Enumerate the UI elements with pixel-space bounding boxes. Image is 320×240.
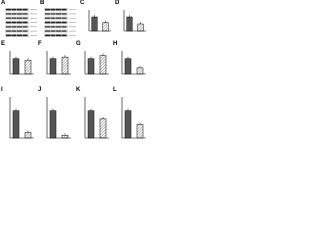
panel-label: F bbox=[38, 41, 42, 47]
blot-band bbox=[11, 26, 17, 28]
panel-label: B bbox=[40, 0, 45, 6]
bar bbox=[99, 118, 107, 139]
blot-band bbox=[17, 34, 22, 37]
blot-band bbox=[61, 30, 67, 32]
blot-band bbox=[56, 17, 61, 19]
bar bbox=[124, 58, 132, 75]
blot-band bbox=[22, 30, 28, 32]
panel-label: D bbox=[115, 0, 120, 6]
panel-label: K bbox=[76, 87, 81, 93]
blot-band bbox=[17, 30, 22, 32]
blot-band bbox=[6, 34, 11, 37]
panel-label: I bbox=[1, 87, 3, 93]
blot-band bbox=[61, 17, 67, 19]
bar bbox=[49, 110, 57, 139]
blot-band bbox=[45, 26, 50, 28]
blot-band bbox=[56, 8, 61, 11]
blot-band bbox=[6, 17, 11, 19]
bar bbox=[12, 58, 20, 75]
blot-band bbox=[22, 21, 28, 24]
blot-band bbox=[22, 34, 28, 37]
blot-band bbox=[61, 26, 67, 28]
blot-band bbox=[22, 13, 28, 15]
blot-band bbox=[6, 26, 11, 28]
bar bbox=[91, 16, 98, 32]
blot-band bbox=[22, 8, 28, 11]
bar bbox=[12, 110, 20, 139]
blot-band bbox=[56, 30, 61, 32]
blot-band bbox=[50, 8, 56, 11]
blot-band bbox=[45, 8, 50, 11]
figure: A B C D E F G H I J K L bbox=[1, 0, 146, 139]
panel-label: J bbox=[38, 87, 41, 93]
blot-band bbox=[50, 30, 56, 32]
blot-band bbox=[11, 30, 17, 32]
panel-label: H bbox=[113, 41, 117, 47]
panel-label: L bbox=[113, 87, 117, 93]
blot-band bbox=[50, 13, 56, 15]
panel-label: C bbox=[80, 0, 85, 6]
blot-band bbox=[61, 8, 67, 11]
blot-band bbox=[50, 26, 56, 28]
blot-band bbox=[22, 17, 28, 19]
bar bbox=[24, 132, 32, 139]
blot-band bbox=[50, 34, 56, 37]
blot-band bbox=[6, 8, 11, 11]
bar bbox=[61, 56, 69, 75]
panel-label: G bbox=[76, 41, 81, 47]
blot-band bbox=[11, 21, 17, 24]
panel-label: E bbox=[1, 41, 5, 47]
bar bbox=[124, 110, 132, 139]
blot-band bbox=[61, 13, 67, 15]
blot-band bbox=[17, 13, 22, 15]
bar bbox=[102, 22, 109, 32]
bar bbox=[87, 58, 95, 75]
bar bbox=[49, 58, 57, 75]
blot-band bbox=[11, 17, 17, 19]
blot-band bbox=[6, 30, 11, 32]
blot-band bbox=[17, 8, 22, 11]
bar bbox=[61, 135, 69, 139]
bar bbox=[136, 124, 144, 139]
blot-band bbox=[45, 13, 50, 15]
blot-band bbox=[61, 34, 67, 37]
bar bbox=[87, 110, 95, 139]
blot-band bbox=[22, 26, 28, 28]
blot-band bbox=[61, 21, 67, 24]
blot-band bbox=[45, 21, 50, 24]
bar bbox=[24, 59, 32, 75]
blot-band bbox=[56, 34, 61, 37]
blot-band bbox=[17, 21, 22, 24]
blot-band bbox=[6, 21, 11, 24]
blot-band bbox=[56, 21, 61, 24]
blot-band bbox=[11, 8, 17, 11]
bar bbox=[99, 55, 107, 75]
blot-band bbox=[11, 34, 17, 37]
blot-band bbox=[56, 13, 61, 15]
blot-band bbox=[11, 13, 17, 15]
bar bbox=[137, 23, 144, 32]
blot-band bbox=[17, 26, 22, 28]
blot-band bbox=[45, 30, 50, 32]
bar bbox=[126, 16, 133, 32]
blot-band bbox=[6, 13, 11, 15]
panel-label: A bbox=[1, 0, 6, 6]
blot-band bbox=[50, 21, 56, 24]
blot-band bbox=[45, 34, 50, 37]
blot-band bbox=[56, 26, 61, 28]
blot-band bbox=[17, 17, 22, 19]
blot-band bbox=[50, 17, 56, 19]
blot-band bbox=[45, 17, 50, 19]
bar bbox=[136, 67, 144, 75]
